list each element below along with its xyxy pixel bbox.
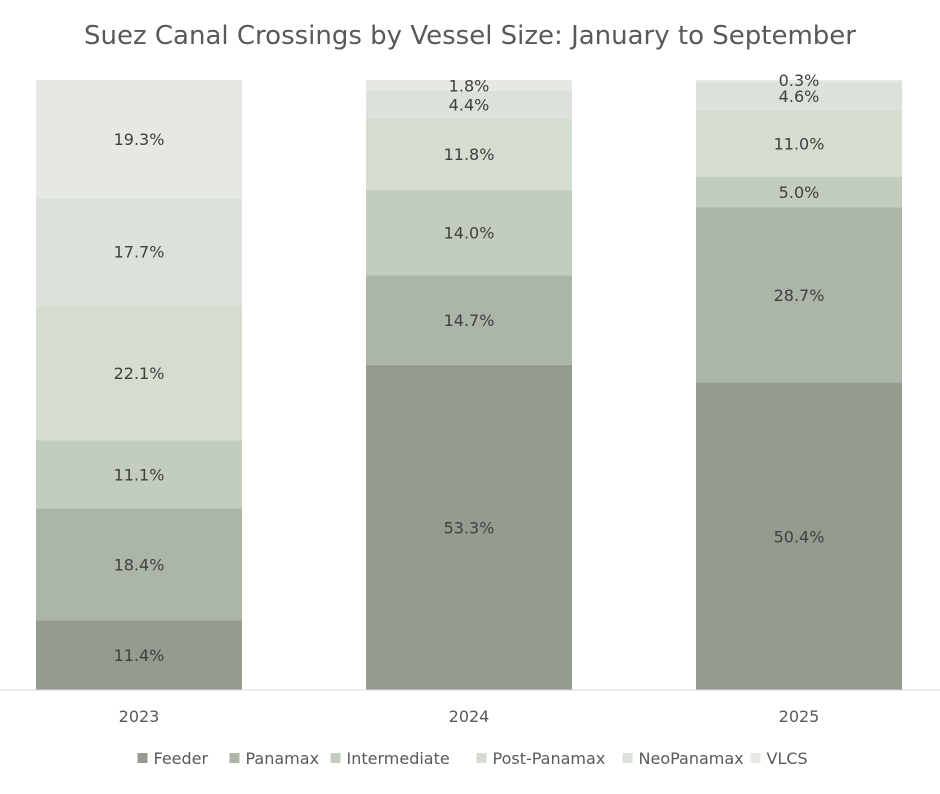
x-tick-label-2024: 2024: [449, 707, 490, 726]
data-label-2023-intermediate: 11.1%: [114, 465, 165, 484]
legend-item-neopanamax: NeoPanamax: [622, 749, 744, 768]
x-tick-label-2023: 2023: [119, 707, 160, 726]
bar-2024-feeder: [366, 364, 572, 690]
data-label-2024-neopanamax: 4.4%: [449, 95, 490, 114]
x-tick-label-2025: 2025: [779, 707, 820, 726]
legend-swatch-panamax: [229, 753, 240, 763]
legend-item-intermediate: Intermediate: [330, 749, 450, 768]
legend-item-panamax: Panamax: [229, 749, 320, 768]
data-label-2024-panamax: 14.7%: [444, 311, 495, 330]
legend-label-intermediate: Intermediate: [347, 749, 450, 768]
bar-2023-post-panamax: [36, 305, 242, 441]
bar-2025-panamax: [696, 207, 902, 383]
data-label-2023-panamax: 18.4%: [114, 555, 165, 574]
data-label-2023-feeder: 11.4%: [114, 646, 165, 665]
legend-swatch-intermediate: [330, 753, 341, 763]
legend-label-feeder: Feeder: [154, 749, 209, 768]
bar-2025-vlcs: [696, 80, 902, 82]
bar-2023-vlcs: [36, 80, 242, 198]
bar-2023-feeder: [36, 620, 242, 690]
bars-layer: 11.4% 18.4% 11.1% 22.1% 17.7% 19.3% 53.3% 14.7%…: [36, 71, 902, 690]
bar-2024-post-panamax: [366, 117, 572, 190]
legend-label-vlcs: VLCS: [767, 749, 808, 768]
legend-swatch-vlcs: [750, 753, 761, 763]
data-label-2025-panamax: 28.7%: [774, 286, 825, 305]
data-label-2025-vlcs: 0.3%: [779, 71, 820, 90]
data-label-2024-intermediate: 14.0%: [444, 224, 495, 243]
bar-2023-neopanamax: [36, 197, 242, 306]
bar-2025-neopanamax: [696, 81, 902, 110]
data-label-2025-neopanamax: 4.6%: [779, 87, 820, 106]
data-label-2025-post-panamax: 11.0%: [774, 134, 825, 153]
bar-2024-neopanamax: [366, 90, 572, 118]
data-label-2023-neopanamax: 17.7%: [114, 243, 165, 262]
bar-2024-panamax: [366, 275, 572, 365]
bar-2025-feeder: [696, 382, 902, 690]
data-label-2024-post-panamax: 11.8%: [444, 145, 495, 164]
data-label-2025-feeder: 50.4%: [774, 527, 825, 546]
legend-swatch-post-panamax: [476, 753, 487, 763]
x-axis-ticks: 2023 2024 2025: [119, 707, 820, 726]
data-label-2025-intermediate: 5.0%: [779, 183, 820, 202]
bar-2023-intermediate: [36, 440, 242, 509]
bar-2025-intermediate: [696, 176, 902, 208]
legend-item-post-panamax: Post-Panamax: [476, 749, 606, 768]
bar-2023-panamax: [36, 508, 242, 621]
bar-2024-vlcs: [366, 80, 572, 91]
legend-item-vlcs: VLCS: [750, 749, 808, 768]
legend-label-post-panamax: Post-Panamax: [493, 749, 606, 768]
chart-title: Suez Canal Crossings by Vessel Size: Jan…: [84, 21, 856, 51]
legend-item-feeder: Feeder: [137, 749, 209, 768]
bar-2024-intermediate: [366, 189, 572, 276]
legend-swatch-neopanamax: [622, 753, 633, 763]
data-label-2024-feeder: 53.3%: [444, 518, 495, 537]
data-label-2023-post-panamax: 22.1%: [114, 364, 165, 383]
data-label-2024-vlcs: 1.8%: [449, 76, 490, 95]
legend-label-neopanamax: NeoPanamax: [639, 749, 744, 768]
bar-2025-post-panamax: [696, 109, 902, 177]
legend: Feeder Panamax Intermediate Post-Panamax Neo…: [137, 749, 808, 768]
legend-label-panamax: Panamax: [246, 749, 320, 768]
legend-swatch-feeder: [137, 753, 148, 763]
data-label-2023-vlcs: 19.3%: [114, 130, 165, 149]
